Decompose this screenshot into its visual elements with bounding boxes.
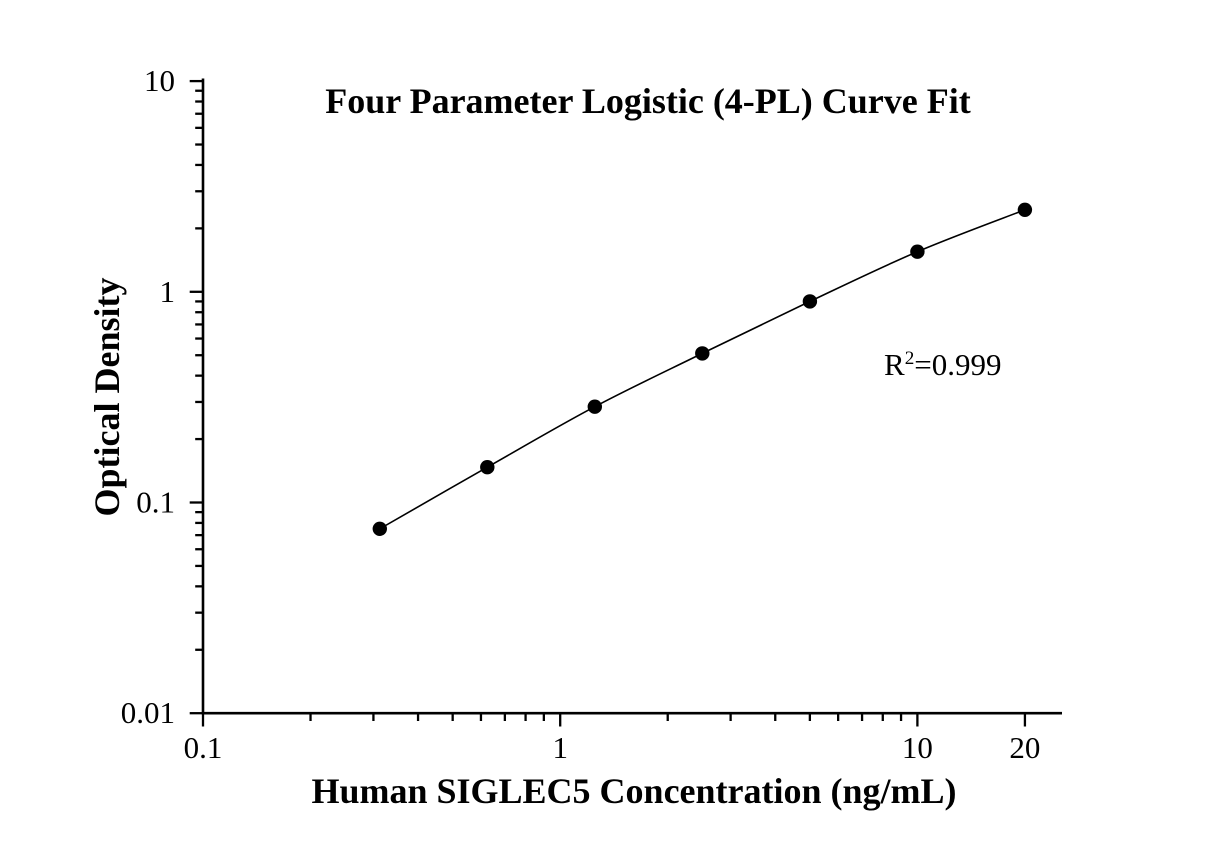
y-tick-label: 1 xyxy=(160,274,176,309)
data-point-marker xyxy=(1017,202,1033,217)
fit-curve-line xyxy=(379,209,1026,530)
data-point-marker xyxy=(372,521,387,536)
data-point-marker xyxy=(587,399,602,414)
y-tick-label: 0.1 xyxy=(136,485,175,520)
r-squared-exponent: 2 xyxy=(904,348,915,370)
x-tick-label: 0.1 xyxy=(184,730,223,765)
x-tick-label: 1 xyxy=(552,730,568,765)
chart-title: Four Parameter Logistic (4-PL) Curve Fit xyxy=(325,81,971,121)
x-tick-label: 10 xyxy=(902,730,933,765)
data-point-marker xyxy=(910,244,925,259)
data-point-marker xyxy=(695,346,710,361)
y-tick-label: 10 xyxy=(144,63,175,98)
data-point-marker xyxy=(802,294,818,309)
r-squared-value: =0.999 xyxy=(914,347,1002,382)
r-squared-base: R xyxy=(884,347,905,382)
data-point-marker xyxy=(480,460,495,475)
x-axis-title: Human SIGLEC5 Concentration (ng/mL) xyxy=(311,771,957,811)
r-squared-annotation: R2=0.999 xyxy=(884,347,1002,382)
y-tick-label: 0.01 xyxy=(121,695,175,730)
x-tick-label: 20 xyxy=(1009,730,1040,765)
